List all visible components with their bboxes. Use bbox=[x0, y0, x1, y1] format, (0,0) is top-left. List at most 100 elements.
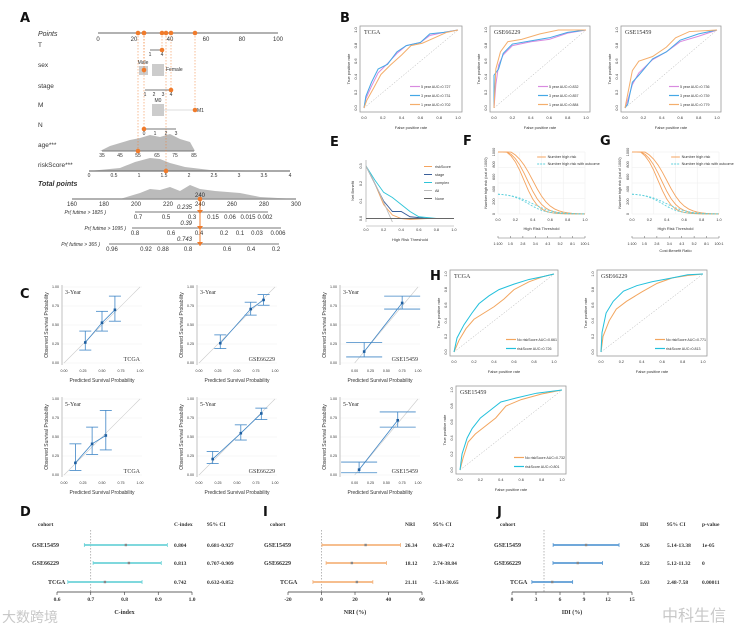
y-tick-label: 0.0 bbox=[450, 467, 454, 472]
x-axis-label: False positive rate bbox=[495, 487, 528, 492]
cohort-label: GSE15459 bbox=[392, 469, 418, 475]
y-tick-label: 0.0 bbox=[614, 104, 619, 110]
calibration-line bbox=[363, 302, 403, 352]
prob-value: 0.235 bbox=[177, 205, 193, 211]
y-tick-label: 0.25 bbox=[52, 454, 59, 458]
x-tick-label: 0.00 bbox=[196, 369, 203, 373]
x-tick-label: 0.2 bbox=[510, 115, 516, 120]
points-tick: 20 bbox=[131, 37, 138, 43]
legend-label: No riskScore AUC=0.661 bbox=[517, 338, 557, 342]
x-tick-label: 0.8 bbox=[436, 115, 442, 120]
x-axis-label: IDI (%) bbox=[562, 609, 583, 616]
x-tick-label: 20 bbox=[352, 597, 358, 603]
prob-tick: 0.2 bbox=[220, 231, 229, 237]
x-tick-label: 0.4 bbox=[659, 115, 665, 120]
y-tick-label: 1000 bbox=[626, 148, 630, 156]
x-tick-label: 0.7 bbox=[87, 597, 94, 603]
y-tick-label: 0.75 bbox=[52, 304, 59, 308]
row-tick: 3.5 bbox=[261, 173, 268, 179]
y-axis-label: True positive rate bbox=[607, 53, 612, 85]
legend-label: 1 year AUC=0.702 bbox=[421, 103, 450, 107]
dca-curve-complex bbox=[366, 165, 454, 219]
calibration-point bbox=[396, 418, 400, 422]
cohort-name: GSE66229 bbox=[264, 561, 291, 567]
selected-point bbox=[141, 126, 147, 132]
plot-frame bbox=[620, 25, 722, 113]
cohort-name: GSE66229 bbox=[32, 561, 59, 567]
total-tick: 300 bbox=[291, 202, 302, 208]
calibration-line bbox=[358, 420, 399, 470]
x-tick-label: 0.50 bbox=[383, 369, 390, 373]
x-tick-label: 0.75 bbox=[399, 369, 406, 373]
x-tick-label: 1.0 bbox=[714, 115, 720, 120]
diagonal bbox=[600, 273, 704, 353]
legend-label: stage bbox=[435, 173, 444, 177]
forest-D: cohort C-index 95% CI GSE15459 0.804 0.681-0.… bbox=[32, 522, 234, 616]
x-tick-label: 0.6 bbox=[416, 228, 421, 232]
prob-tick: 0.6 bbox=[167, 231, 176, 237]
x-tick-label: 0.8 bbox=[539, 478, 544, 482]
x-tick-label: 1.0 bbox=[582, 218, 587, 222]
roc-curve bbox=[624, 29, 718, 109]
calibration-point bbox=[90, 442, 94, 446]
points-tick: 40 bbox=[167, 37, 174, 43]
y-tick-label: 1.00 bbox=[330, 397, 337, 401]
x-tick-label: 0.4 bbox=[639, 360, 644, 364]
legend-label: 3 year AUC=0.857 bbox=[549, 94, 578, 98]
x-tick-label: 0.4 bbox=[664, 218, 669, 222]
calibration-GSE66229-5-Year: 0.000.00 0.25 0.25 0.50 0.50 0.75 0.75 1.00 1.00… bbox=[179, 397, 279, 496]
x-tick-label: 0.4 bbox=[399, 228, 404, 232]
ci-value: 0.632-0.852 bbox=[207, 580, 234, 586]
y-tick-label: 800 bbox=[626, 161, 630, 167]
x-tick-label: 0.0 bbox=[451, 360, 456, 364]
y-tick-label: 0.00 bbox=[187, 473, 194, 477]
roc-B-GSE66229: 0.0 0.2 0.4 0.6 0.8 1.0 0.0 0.2 0.4 0.6 0.8 1.0 GSE6… bbox=[476, 25, 591, 130]
x-tick-label: 0.75 bbox=[118, 369, 125, 373]
cohort-name: GSE15459 bbox=[32, 543, 59, 549]
calibration-point bbox=[104, 434, 108, 437]
forest-I: cohort NRI 95% CI GSE15459 26.34 0.28-47.2 GSE… bbox=[264, 522, 459, 616]
y-axis-label: True positive rate bbox=[476, 53, 481, 85]
calibration-point bbox=[400, 301, 404, 305]
female-box bbox=[152, 64, 164, 76]
calibration-TCGA-5-Year: 0.000.00 0.25 0.25 0.50 0.50 0.75 0.75 1.00 1.00… bbox=[44, 397, 144, 496]
y-tick-label: 0.1 bbox=[359, 198, 363, 203]
y-tick-label: 1.00 bbox=[52, 285, 59, 289]
calibration-line bbox=[219, 299, 264, 344]
sex-male-label: Male bbox=[138, 60, 149, 66]
panel-label-C: C bbox=[20, 287, 30, 302]
x-tick-label: 0.2 bbox=[641, 115, 647, 120]
row-tick: 3 bbox=[175, 131, 178, 137]
y-axis-label: Net Benefit bbox=[350, 180, 355, 201]
x-tick-label: 0.50 bbox=[99, 481, 106, 485]
y-tick-label: 1.0 bbox=[614, 26, 619, 32]
ci-value: 0.707-0.909 bbox=[207, 561, 234, 567]
calibration-point bbox=[218, 341, 222, 345]
m0-box bbox=[152, 104, 164, 116]
y-tick-label: 0.75 bbox=[187, 416, 194, 420]
x-tick-label: 0.6 bbox=[546, 115, 552, 120]
plot-frame bbox=[449, 269, 559, 357]
calibration-point bbox=[362, 350, 366, 353]
cohort-name: GSE15459 bbox=[494, 543, 521, 549]
y-tick-label: 0.8 bbox=[444, 287, 448, 292]
legend-label: Number high risk with outcome bbox=[548, 162, 600, 166]
x-axis-label: False positive rate bbox=[636, 369, 669, 374]
x-tick-label: 0.2 bbox=[619, 360, 624, 364]
legend-label: 5 year AUC=0.736 bbox=[680, 85, 709, 89]
x-tick-label: 0.00 bbox=[61, 369, 68, 373]
m1-label: M1 bbox=[197, 108, 204, 114]
x-tick-label: 0.75 bbox=[253, 481, 260, 485]
roc-curve bbox=[624, 29, 718, 109]
row-label-T: T bbox=[38, 42, 42, 49]
y-tick-label: 0.2 bbox=[591, 334, 595, 339]
ratio-tick-label: 4:3 bbox=[545, 242, 550, 246]
selected-point bbox=[163, 168, 169, 174]
row-label-stage: stage bbox=[38, 83, 54, 90]
x-axis-label: Predicted Survival Probability bbox=[204, 378, 270, 384]
total-marker bbox=[197, 196, 203, 202]
roc-curve bbox=[493, 29, 587, 109]
y-tick-label: 0.2 bbox=[614, 89, 619, 95]
x-tick-label: 0.0 bbox=[491, 115, 497, 120]
prob-value: 0.743 bbox=[177, 237, 193, 243]
